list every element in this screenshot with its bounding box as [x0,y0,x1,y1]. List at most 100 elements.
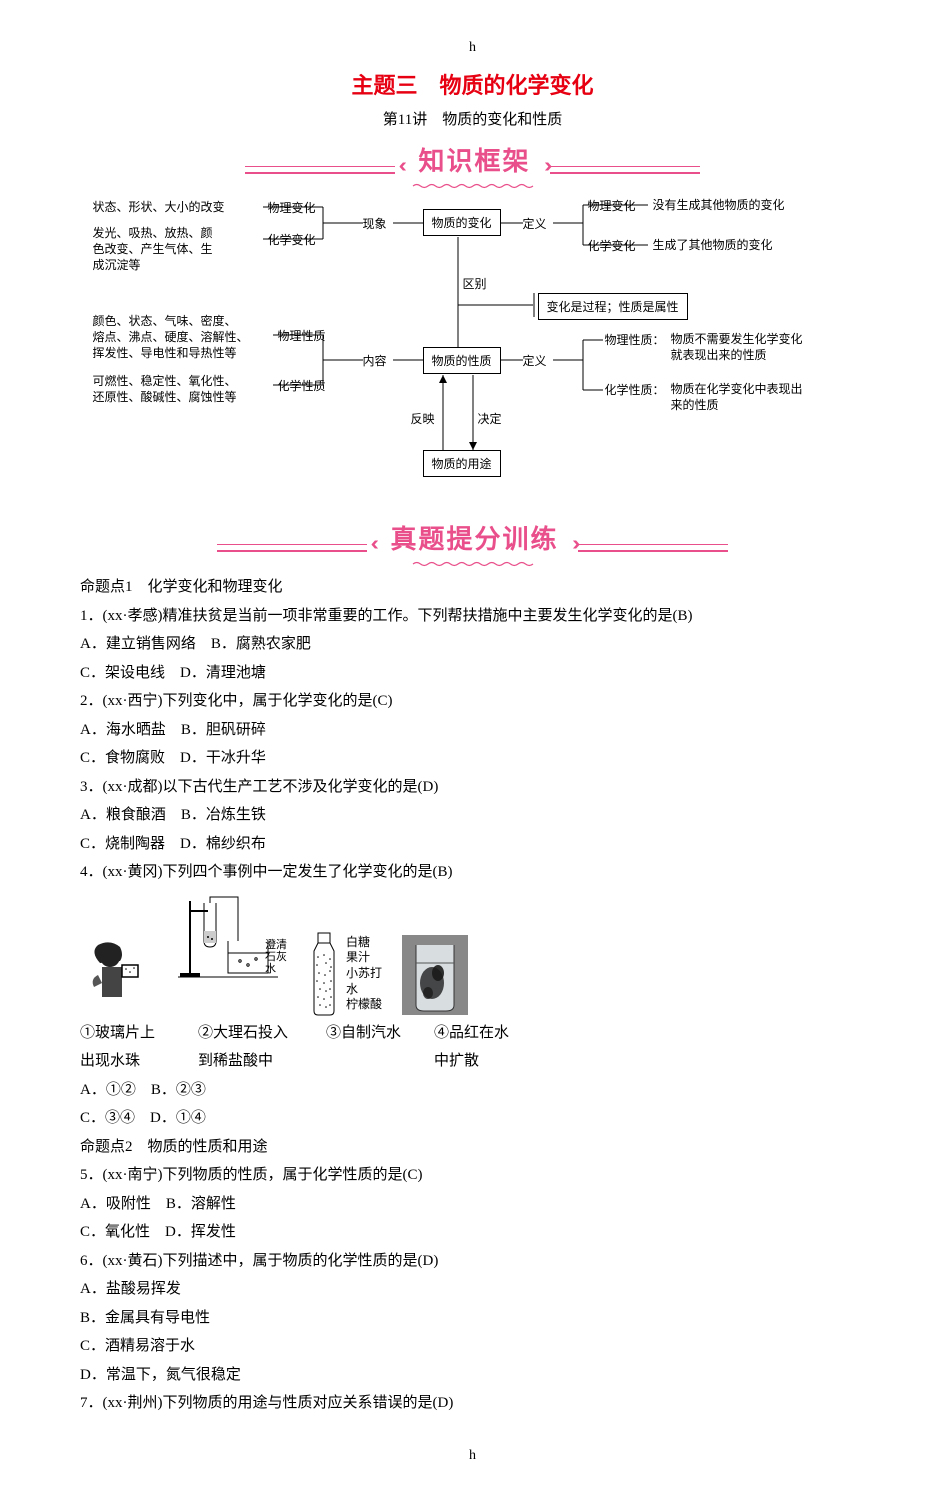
q1-stem: 1．(xx·孝感)精准扶贫是当前一项非常重要的工作。下列帮扶措施中主要发生化学变… [80,602,865,631]
q4-img-1 [80,937,150,1017]
q7-stem: 7．(xx·荆州)下列物质的用途与性质对应关系错误的是(D) [80,1389,865,1418]
banner2-line-left [217,544,367,546]
node-diff: 变化是过程；性质是属性 [538,293,688,320]
concept-diagram: 状态、形状、大小的改变 发光、吸热、放热、颜 色改变、产生气体、生 成沉淀等 颜… [93,195,853,505]
banner-knowledge-frame: ‹‹‹ 知识框架 ››› [80,141,865,185]
q6-stem: 6．(xx·黄石)下列描述中，属于物质的化学性质的是(D) [80,1247,865,1276]
banner2-wave-icon [373,561,573,567]
diag-left1: 状态、形状、大小的改变 [93,199,263,216]
lbl-wulixingzhi-r: 物理性质： [605,331,665,348]
diag-left3a: 颜色、状态、气味、密度、 [93,313,278,330]
txt-r4a: 物质在化学变化中表现出 [671,381,803,398]
lbl-dingyi-2: 定义 [523,352,547,369]
q4-cap-3a: ③自制汽水 [326,1025,401,1041]
q4-cap-4b: 中扩散 [434,1053,479,1069]
q5-ab: A．吸附性 B．溶解性 [80,1190,865,1219]
ing-0: 白糖 [346,935,382,951]
ing-2: 小苏打 [346,966,382,982]
diag-left4b: 还原性、酸碱性、腐蚀性等 [93,389,278,406]
ing-4: 柠檬酸 [346,997,382,1013]
chevron-left-icon: ‹‹‹ [399,155,401,178]
lbl-xianxiang: 现象 [363,215,387,232]
diag-left2c: 成沉淀等 [93,257,263,274]
q4-ab: A．①② B．②③ [80,1076,865,1105]
ing-3: 水 [346,982,382,998]
q4-cap-1: ①玻璃片上 出现水珠 [80,1019,180,1076]
lbl-fanying: 反映 [411,410,435,427]
q4-images-row: 澄清 石灰 水 白糖 [80,891,865,1017]
chevron-right-icon: ››› [544,155,546,178]
q2-stem: 2．(xx·西宁)下列变化中，属于化学变化的是(C) [80,687,865,716]
txt-r2: 生成了其他物质的变化 [653,237,773,254]
banner-line-right [550,166,700,168]
q3-cd: C．烧制陶器 D．棉纱织布 [80,830,865,859]
chevron-left-icon-2: ‹‹‹ [371,533,373,556]
q1-cd: C．架设电线 D．清理池塘 [80,659,865,688]
lbl-wulixingzhi-l: 物理性质 [278,327,326,344]
lbl-dingyi-1: 定义 [523,215,547,232]
q4-cap-1b: 出现水珠 [80,1053,140,1069]
q2-ab: A．海水晒盐 B．胆矾研碎 [80,716,865,745]
lbl-huaxuebianhua-l: 化学变化 [268,231,316,248]
diag-left2a: 发光、吸热、放热、颜 [93,225,263,242]
page-title: 主题三 物质的化学变化 [80,68,865,100]
q4-cd: C．③④ D．①④ [80,1104,865,1133]
q3-stem: 3．(xx·成都)以下古代生产工艺不涉及化学变化的是(D) [80,773,865,802]
q6-d: D．常温下，氮气很稳定 [80,1361,865,1390]
lbl-huaxuexingzhi-l: 化学性质 [278,377,326,394]
chevron-right-icon-2: ››› [572,533,574,556]
q5-stem: 5．(xx·南宁)下列物质的性质，属于化学性质的是(C) [80,1161,865,1190]
diag-left3c: 挥发性、导电性和导热性等 [93,345,278,362]
banner-wave-icon [393,183,553,189]
q4-cap-3: ③自制汽水 [326,1019,416,1076]
q1-ab: A．建立销售网络 B．腐熟农家肥 [80,630,865,659]
q3-ab: A．粮食酿酒 B．冶炼生铁 [80,801,865,830]
q4-img-3: 白糖 果汁 小苏打 水 柠檬酸 [306,931,382,1017]
lbl-huaxuexingzhi-r: 化学性质： [605,381,665,398]
bottle-ingredients: 白糖 果汁 小苏打 水 柠檬酸 [346,935,382,1013]
lime-label-1: 澄清 [265,939,287,951]
q4-img-4 [400,933,470,1017]
q4-cap-1a: ①玻璃片上 [80,1025,155,1041]
q4-cap-4a: ④品红在水 [434,1025,509,1041]
diag-left4a: 可燃性、稳定性、氧化性、 [93,373,278,390]
q4-cap-2: ②大理石投入 到稀盐酸中 [198,1019,308,1076]
lbl-qubie: 区别 [463,275,487,292]
section1-heading: 命题点1 化学变化和物理变化 [80,573,865,602]
page-subtitle: 第11讲 物质的变化和性质 [80,108,865,129]
q4-cap-4: ④品红在水 中扩散 [434,1019,554,1076]
txt-r3b: 就表现出来的性质 [671,347,767,364]
q4-img-2: 澄清 石灰 水 [168,891,288,1017]
header-letter: h [80,40,865,56]
banner-line-left [245,166,395,168]
q4-cap-2b: 到稀盐酸中 [198,1053,273,1069]
txt-r1: 没有生成其他物质的变化 [653,197,785,214]
banner-practice: ‹‹‹ 真题提分训练 ››› [80,519,865,563]
ing-1: 果汁 [346,950,382,966]
lbl-wulibianhua-l: 物理变化 [268,199,316,216]
banner2-text: 真题提分训练 [382,519,566,556]
node-wuzhi-yongtu: 物质的用途 [423,450,501,477]
txt-r3a: 物质不需要发生化学变化 [671,331,803,348]
node-wuzhi-bianhua: 物质的变化 [423,209,501,236]
lbl-huaxuebianhua-r: 化学变化 [588,237,636,254]
q4-captions: ①玻璃片上 出现水珠 ②大理石投入 到稀盐酸中 ③自制汽水 ④品红在水 中扩散 [80,1019,865,1076]
section-1: 命题点1 化学变化和物理变化 1．(xx·孝感)精准扶贫是当前一项非常重要的工作… [80,573,865,1418]
lime-label-3: 水 [265,963,276,975]
footer-letter: h [80,1448,865,1464]
section2-heading: 命题点2 物质的性质和用途 [80,1133,865,1162]
banner1-text: 知识框架 [410,141,538,178]
lbl-neirong: 内容 [363,352,387,369]
q2-cd: C．食物腐败 D．干冰升华 [80,744,865,773]
q6-b: B．金属具有导电性 [80,1304,865,1333]
q5-cd: C．氧化性 D．挥发性 [80,1218,865,1247]
txt-r4b: 来的性质 [671,397,719,414]
diag-left2b: 色改变、产生气体、生 [93,241,263,258]
lbl-wulibianhua-r: 物理变化 [588,197,636,214]
q4-cap-2a: ②大理石投入 [198,1025,288,1041]
lime-label-2: 石灰 [265,951,287,963]
q6-a: A．盐酸易挥发 [80,1275,865,1304]
lbl-jueding: 决定 [478,410,502,427]
node-wuzhi-xingzhi: 物质的性质 [423,347,501,374]
banner2-line-right [578,544,728,546]
